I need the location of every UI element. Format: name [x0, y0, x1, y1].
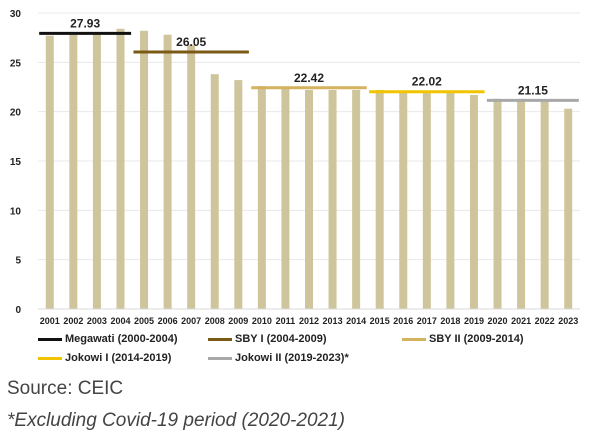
bar-2001	[45, 35, 54, 310]
legend-swatch	[208, 337, 232, 341]
x-tick-label: 2001	[40, 316, 60, 326]
bar-2022	[540, 99, 549, 310]
x-tick-label: 2022	[535, 316, 555, 326]
legend-swatch	[208, 356, 232, 360]
average-label-3: 22.42	[294, 71, 324, 85]
bar-2020	[493, 98, 502, 309]
y-tick-label: 20	[10, 108, 22, 119]
bar-2012	[305, 89, 313, 310]
legend-label: SBY I (2004-2009)	[235, 333, 327, 345]
x-tick-label: 2003	[87, 316, 107, 326]
period-average-lines: 27.93 26.05 22.42 22.02 21.15	[39, 16, 579, 102]
x-tick-label: 2020	[488, 316, 508, 326]
x-tick-label: 2015	[370, 316, 390, 326]
legend: Megawati (2000-2004) SBY I (2004-2009) SBY…	[0, 330, 590, 370]
bar-2004	[116, 28, 125, 309]
y-tick-label: 25	[10, 58, 22, 69]
bar-2011	[281, 88, 290, 310]
y-tick-label: 10	[10, 206, 22, 217]
bar-2008	[210, 74, 219, 309]
legend-swatch	[38, 337, 62, 341]
bar-2007	[187, 44, 196, 309]
bar-2018	[446, 92, 455, 309]
bar-2010	[257, 86, 266, 309]
legend-label: Jokowi I (2014-2019)	[65, 352, 172, 364]
source-note: Source: CEIC	[7, 378, 124, 399]
bar-2006	[163, 34, 172, 309]
x-tick-label: 2012	[299, 316, 319, 326]
x-tick-label: 2018	[440, 316, 460, 326]
y-axis: 0 5 10 15 20 25 30	[10, 9, 22, 316]
legend-item: SBY I (2004-2009)	[208, 333, 327, 345]
bar-2005	[140, 30, 149, 309]
x-tick-label: 2005	[134, 316, 154, 326]
bars	[45, 28, 573, 310]
x-tick-label: 2013	[323, 316, 343, 326]
average-label-4: 22.02	[412, 75, 442, 89]
x-tick-label: 2002	[63, 316, 83, 326]
x-tick-label: 2004	[110, 316, 130, 326]
bar-2023	[564, 108, 573, 309]
y-tick-label: 15	[10, 157, 22, 168]
legend-label: SBY II (2009-2014)	[429, 333, 524, 345]
x-tick-label: 2011	[276, 316, 296, 326]
y-tick-label: 0	[15, 305, 21, 316]
x-tick-label: 2019	[464, 316, 484, 326]
average-label-1: 27.93	[70, 16, 100, 30]
x-tick-label: 2008	[205, 316, 225, 326]
bar-2013	[328, 89, 337, 310]
bar-2002	[69, 34, 78, 309]
bar-2009	[234, 80, 243, 310]
x-tick-label: 2023	[558, 316, 578, 326]
legend-label: Jokowi II (2019-2023)*	[235, 352, 349, 364]
footnote: *Excluding Covid-19 period (2020-2021)	[7, 410, 345, 431]
bar-2015	[375, 89, 384, 310]
average-label-2: 26.05	[176, 35, 206, 49]
legend-item: Jokowi I (2014-2019)	[38, 352, 171, 364]
bar-2017	[422, 91, 431, 309]
x-tick-label: 2014	[346, 316, 366, 326]
x-tick-label: 2007	[181, 316, 201, 326]
x-tick-label: 2016	[393, 316, 413, 326]
legend-item: SBY II (2009-2014)	[402, 333, 524, 345]
y-tick-label: 5	[15, 256, 21, 267]
legend-swatch	[38, 356, 62, 360]
bar-2014	[352, 89, 361, 310]
x-tick-label: 2017	[417, 316, 437, 326]
x-tick-label: 2006	[158, 316, 178, 326]
bar-2019	[469, 94, 478, 309]
y-tick-label: 30	[10, 9, 22, 20]
x-tick-label: 2010	[252, 316, 272, 326]
x-axis: 2001 2002 2003 2004 2005 2006 2007 2008 2009 2010…	[38, 308, 580, 326]
bar-2016	[399, 92, 408, 309]
legend-swatch	[402, 337, 426, 341]
bar-2021	[517, 98, 526, 309]
legend-label: Megawati (2000-2004)	[65, 333, 178, 345]
x-tick-label: 2021	[511, 316, 531, 326]
bar-2003	[92, 34, 101, 309]
legend-item: Megawati (2000-2004)	[38, 333, 178, 345]
average-label-5: 21.15	[518, 83, 548, 97]
legend-item: Jokowi II (2019-2023)*	[208, 352, 349, 364]
x-tick-label: 2009	[228, 316, 248, 326]
